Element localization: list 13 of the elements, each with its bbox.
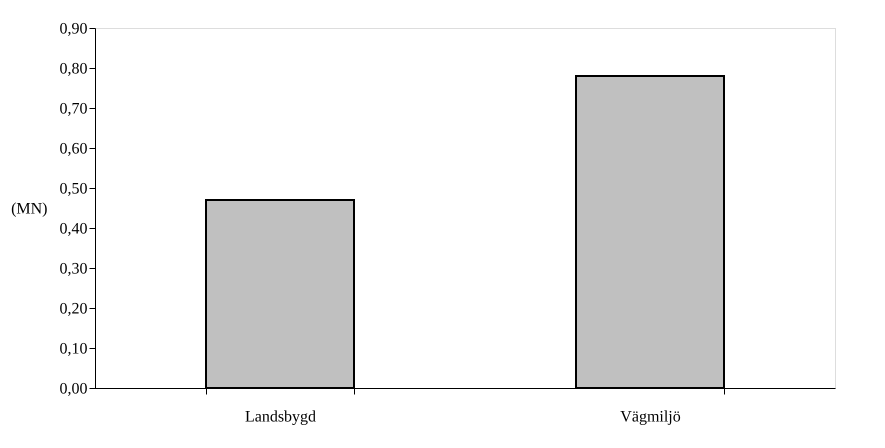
y-tick-label: 0,30 xyxy=(60,260,88,278)
y-tick-label: 0,50 xyxy=(60,180,88,198)
x-tick-label: Vägmiljö xyxy=(620,408,681,426)
y-tick-label: 0,20 xyxy=(60,300,88,318)
x-tick-label: Landsbygd xyxy=(244,408,316,426)
y-tick-label: 0,60 xyxy=(60,140,88,158)
y-tick-label: 0,40 xyxy=(60,220,88,238)
y-tick-label: 0,10 xyxy=(60,340,88,358)
y-tick-label: 0,90 xyxy=(60,20,88,38)
y-tick-label: 0,70 xyxy=(60,100,88,118)
y-tick-label: 0,80 xyxy=(60,60,88,78)
y-axis-title: (MN) xyxy=(11,200,48,218)
y-tick-label: 0,00 xyxy=(60,380,88,398)
